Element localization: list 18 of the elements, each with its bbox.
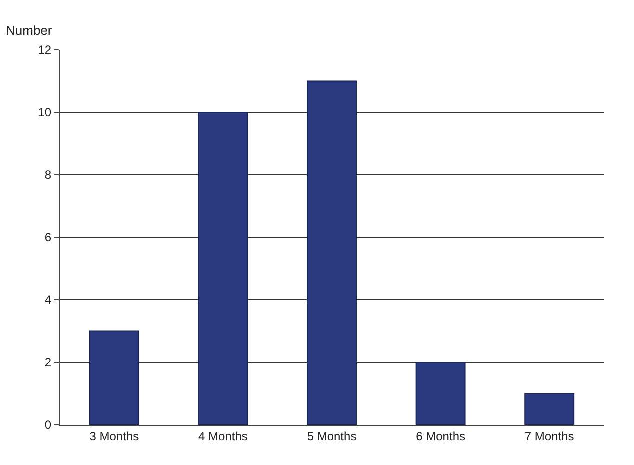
y-tick-label: 12 [38, 43, 52, 58]
bar [89, 330, 140, 425]
y-tick-label: 0 [44, 418, 52, 432]
x-tick-label: 6 Months [416, 429, 466, 444]
y-axis-title: Number [6, 23, 53, 38]
bar [524, 393, 575, 425]
y-tick-label: 2 [44, 356, 52, 370]
y-tick-label: 8 [44, 168, 52, 182]
x-tick-label: 7 Months [524, 429, 574, 444]
bar [198, 112, 248, 425]
x-tick-label: 5 Months [307, 429, 357, 444]
y-tick-label: 4 [44, 293, 52, 308]
x-tick-label: 4 Months [198, 429, 248, 444]
y-tick-label: 10 [38, 106, 52, 120]
bar [416, 362, 466, 425]
bar [307, 80, 357, 425]
x-tick-label: 3 Months [90, 429, 140, 444]
y-tick-label: 6 [44, 230, 52, 245]
